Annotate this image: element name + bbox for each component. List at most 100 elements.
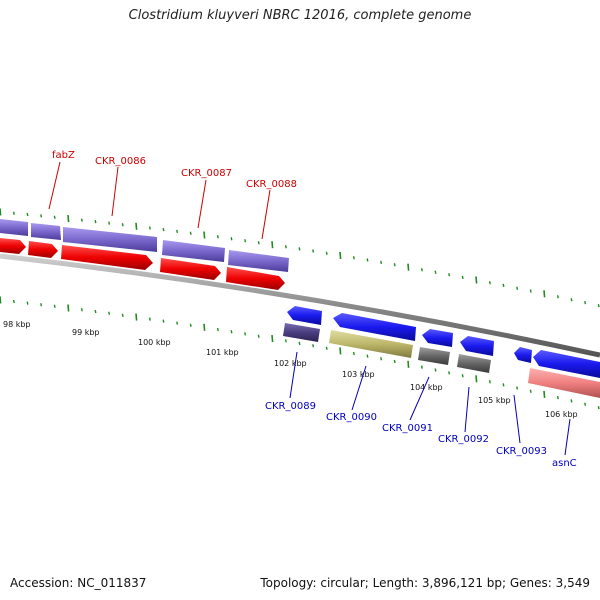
track-tick bbox=[475, 375, 478, 383]
genome-summary-text: Topology: circular; Length: 3,896,121 bp… bbox=[260, 576, 590, 590]
cds-feature[interactable] bbox=[418, 347, 450, 365]
gene-arrow[interactable] bbox=[160, 258, 221, 280]
label-leader-line bbox=[464, 386, 470, 433]
track-tick bbox=[570, 298, 573, 302]
track-tick bbox=[40, 214, 43, 218]
cds-feature[interactable] bbox=[0, 219, 28, 236]
label-leader-line bbox=[351, 365, 367, 411]
cds-feature[interactable] bbox=[457, 354, 491, 373]
gene-arrow[interactable] bbox=[28, 241, 58, 258]
track-tick bbox=[135, 222, 138, 230]
scale-tick-label: 98 kbp bbox=[3, 320, 31, 329]
lower-tick-track bbox=[0, 296, 600, 410]
scale-tick-label: 105 kbp bbox=[478, 396, 511, 405]
track-tick bbox=[53, 215, 56, 219]
track-tick bbox=[448, 273, 451, 277]
gene-arrow[interactable] bbox=[333, 313, 416, 341]
genome-backbone bbox=[0, 253, 600, 358]
gene-label[interactable]: CKR_0089 bbox=[265, 401, 316, 412]
track-tick bbox=[366, 258, 369, 262]
track-tick bbox=[584, 402, 587, 406]
cds-feature[interactable] bbox=[162, 240, 225, 262]
track-tick bbox=[94, 219, 97, 224]
track-tick bbox=[257, 334, 260, 338]
gene-arrow[interactable] bbox=[0, 238, 26, 254]
track-tick bbox=[162, 227, 165, 232]
track-tick bbox=[556, 295, 559, 299]
track-tick bbox=[448, 371, 451, 375]
forward-gene-labels: fabZ CKR_0086 CKR_0087 CKR_0088 bbox=[48, 150, 297, 240]
gene-arrow[interactable] bbox=[533, 350, 600, 378]
track-tick bbox=[298, 341, 301, 346]
label-leader-line bbox=[111, 166, 119, 217]
track-tick bbox=[407, 360, 410, 368]
track-tick bbox=[108, 311, 111, 315]
track-tick bbox=[339, 251, 342, 259]
gene-label[interactable]: fabZ bbox=[52, 150, 75, 161]
gene-label[interactable]: CKR_0087 bbox=[181, 168, 232, 179]
cds-feature[interactable] bbox=[528, 368, 600, 398]
gene-arrow[interactable] bbox=[61, 245, 153, 270]
track-tick bbox=[461, 374, 464, 378]
cds-feature[interactable] bbox=[228, 250, 289, 272]
cds-feature[interactable] bbox=[63, 227, 157, 252]
track-tick bbox=[434, 368, 437, 372]
track-tick bbox=[312, 249, 315, 253]
accession-text: Accession: NC_011837 bbox=[10, 576, 147, 590]
track-tick bbox=[584, 300, 587, 305]
track-tick bbox=[597, 405, 600, 410]
cds-feature[interactable] bbox=[31, 223, 61, 240]
track-tick bbox=[108, 221, 111, 225]
scale-tick-label: 101 kbp bbox=[206, 348, 239, 357]
track-tick bbox=[529, 289, 532, 293]
label-leader-line bbox=[197, 179, 207, 229]
track-tick bbox=[162, 319, 165, 323]
label-leader-line bbox=[409, 376, 430, 421]
track-tick bbox=[203, 323, 206, 331]
cds-feature[interactable] bbox=[283, 323, 320, 342]
track-tick bbox=[420, 268, 423, 272]
track-tick bbox=[597, 303, 600, 308]
reverse-gene-labels: CKR_0089 CKR_0090 CKR_0091 CKR_0092 CKR_… bbox=[265, 351, 577, 469]
track-tick bbox=[516, 386, 519, 390]
track-tick bbox=[339, 347, 342, 355]
track-tick bbox=[12, 211, 15, 215]
track-tick bbox=[80, 308, 83, 312]
track-tick bbox=[271, 241, 274, 249]
track-tick bbox=[216, 327, 219, 332]
scale-tick-label: 99 kbp bbox=[72, 328, 100, 337]
track-tick bbox=[543, 290, 546, 298]
gene-label[interactable]: CKR_0090 bbox=[326, 412, 377, 423]
gene-arrow[interactable] bbox=[422, 329, 453, 347]
track-tick bbox=[0, 296, 2, 304]
track-tick bbox=[366, 354, 369, 358]
track-tick bbox=[543, 390, 546, 398]
gene-arrow[interactable] bbox=[287, 306, 322, 325]
track-tick bbox=[148, 317, 151, 321]
gene-arrow[interactable] bbox=[514, 347, 532, 363]
gene-label[interactable]: CKR_0093 bbox=[496, 446, 547, 457]
track-tick bbox=[284, 245, 287, 249]
label-leader-line bbox=[289, 351, 298, 399]
track-tick bbox=[529, 389, 532, 393]
track-tick bbox=[26, 212, 29, 217]
gene-label[interactable]: CKR_0092 bbox=[438, 434, 489, 445]
gene-arrow[interactable] bbox=[226, 267, 285, 290]
gene-label[interactable]: asnC bbox=[552, 458, 577, 469]
gene-label[interactable]: CKR_0088 bbox=[246, 179, 297, 190]
scale-tick-label: 106 kbp bbox=[545, 410, 578, 419]
track-tick bbox=[488, 281, 491, 285]
cds-feature[interactable] bbox=[329, 330, 413, 358]
reverse-gene-track bbox=[287, 306, 600, 378]
scale-tick-label: 100 kbp bbox=[138, 338, 171, 347]
track-tick bbox=[516, 286, 519, 290]
gene-label[interactable]: CKR_0086 bbox=[95, 156, 146, 167]
track-tick bbox=[135, 313, 138, 321]
track-tick bbox=[380, 357, 383, 361]
gene-label[interactable]: CKR_0091 bbox=[382, 423, 433, 434]
track-tick bbox=[80, 218, 83, 222]
scale-tick-label: 103 kbp bbox=[342, 370, 375, 379]
upper-tick-track bbox=[0, 208, 600, 308]
gene-arrow[interactable] bbox=[460, 336, 494, 356]
track-tick bbox=[230, 237, 233, 241]
